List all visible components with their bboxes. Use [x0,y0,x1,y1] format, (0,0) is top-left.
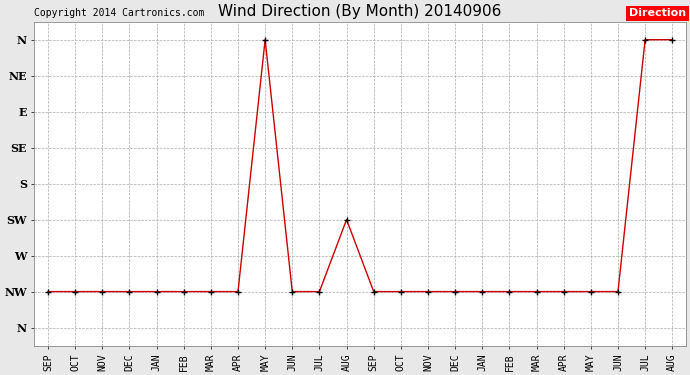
Text: Direction: Direction [629,9,686,18]
Text: Copyright 2014 Cartronics.com: Copyright 2014 Cartronics.com [34,9,205,18]
Title: Wind Direction (By Month) 20140906: Wind Direction (By Month) 20140906 [219,4,502,19]
